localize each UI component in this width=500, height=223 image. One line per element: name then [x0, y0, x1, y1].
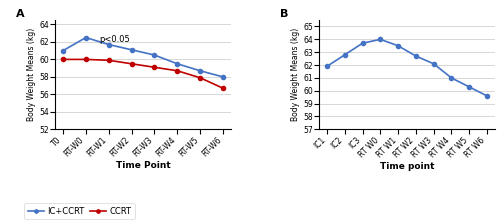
IC+CCRT — [106, 43, 112, 46]
IC+CCRT — [128, 48, 134, 51]
CCRT — [106, 59, 112, 62]
CCRT — [220, 87, 226, 90]
Line: IC+CCRT: IC+CCRT — [61, 35, 225, 79]
X-axis label: Time Point: Time Point — [116, 161, 170, 170]
CCRT — [174, 69, 180, 72]
Text: B: B — [280, 9, 288, 19]
IC+CCRT — [60, 49, 66, 52]
CCRT — [197, 76, 203, 79]
Text: A: A — [16, 9, 25, 19]
X-axis label: Time point: Time point — [380, 162, 434, 171]
Y-axis label: Body Weight Means (kg): Body Weight Means (kg) — [291, 28, 300, 121]
Line: CCRT: CCRT — [61, 57, 225, 90]
Text: p<0.05: p<0.05 — [100, 35, 130, 44]
Y-axis label: Body Weight Means (kg): Body Weight Means (kg) — [27, 28, 36, 121]
Legend: IC+CCRT, CCRT: IC+CCRT, CCRT — [24, 203, 135, 219]
CCRT — [128, 62, 134, 65]
IC+CCRT — [174, 62, 180, 65]
IC+CCRT — [220, 76, 226, 78]
CCRT — [152, 66, 158, 69]
CCRT — [83, 58, 89, 61]
IC+CCRT — [152, 54, 158, 56]
IC+CCRT — [83, 36, 89, 39]
CCRT — [60, 58, 66, 61]
IC+CCRT — [197, 69, 203, 72]
